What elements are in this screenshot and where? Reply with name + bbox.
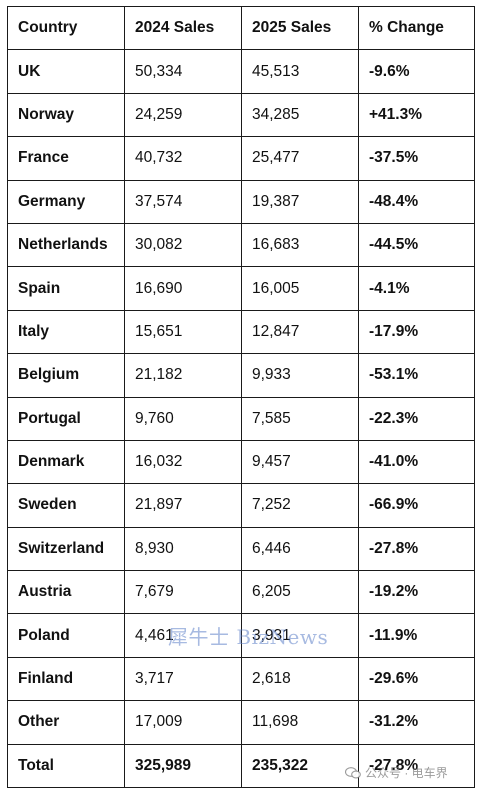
table-row: Other 17,009 11,698 -31.2% (7, 700, 475, 745)
cell-2024-sales: 4,461 (124, 613, 242, 658)
cell-percent-change: -9.6% (358, 49, 475, 94)
cell-2024-sales: 7,679 (124, 570, 242, 615)
cell-country: Austria (7, 570, 125, 615)
cell-2024-sales: 325,989 (124, 743, 242, 789)
cell-2024-sales: 8,930 (124, 526, 242, 572)
cell-2025-sales: 2,618 (241, 656, 359, 702)
table-row: Spain 16,690 16,005 -4.1% (7, 266, 475, 311)
table-row: Germany 37,574 19,387 -48.4% (7, 179, 475, 224)
cell-2025-sales: 6,205 (241, 570, 359, 615)
cell-percent-change: -19.2% (358, 570, 475, 615)
cell-country: Belgium (7, 353, 125, 398)
cell-2024-sales: 24,259 (124, 92, 242, 138)
cell-country: Sweden (7, 483, 125, 528)
cell-2025-sales: 235,322 (241, 743, 359, 789)
cell-country: Denmark (7, 439, 125, 485)
table-row: Finland 3,717 2,618 -29.6% (7, 656, 475, 702)
cell-country: Finland (7, 656, 125, 702)
header-row: Country 2024 Sales 2025 Sales % Change (7, 5, 475, 51)
sales-table: Country 2024 Sales 2025 Sales % Change U… (7, 5, 475, 789)
cell-country: UK (7, 49, 125, 94)
cell-2025-sales: 9,933 (241, 353, 359, 398)
header-2024-sales: 2024 Sales (124, 5, 242, 51)
cell-percent-change: -11.9% (358, 613, 475, 658)
cell-2025-sales: 11,698 (241, 700, 359, 745)
table-row: Sweden 21,897 7,252 -66.9% (7, 483, 475, 528)
cell-2025-sales: 45,513 (241, 49, 359, 94)
cell-percent-change: -17.9% (358, 309, 475, 355)
total-row: Total 325,989 235,322 -27.8% (7, 743, 475, 789)
cell-country: Italy (7, 309, 125, 355)
header-2025-sales: 2025 Sales (241, 5, 359, 51)
table-row: Norway 24,259 34,285 +41.3% (7, 92, 475, 138)
cell-2025-sales: 6,446 (241, 526, 359, 572)
cell-percent-change: -29.6% (358, 656, 475, 702)
cell-country: Netherlands (7, 222, 125, 268)
cell-2025-sales: 7,252 (241, 483, 359, 528)
table-row: Belgium 21,182 9,933 -53.1% (7, 353, 475, 398)
table-row: Poland 4,461 3,931 -11.9% (7, 613, 475, 658)
cell-country: Switzerland (7, 526, 125, 572)
cell-2024-sales: 16,032 (124, 439, 242, 485)
cell-2025-sales: 9,457 (241, 439, 359, 485)
cell-2025-sales: 34,285 (241, 92, 359, 138)
cell-2024-sales: 3,717 (124, 656, 242, 702)
cell-percent-change: -27.8% (358, 743, 475, 789)
cell-2024-sales: 37,574 (124, 179, 242, 224)
cell-2024-sales: 50,334 (124, 49, 242, 94)
cell-percent-change: -22.3% (358, 396, 475, 441)
header-country: Country (7, 5, 125, 51)
cell-2024-sales: 30,082 (124, 222, 242, 268)
cell-2024-sales: 21,182 (124, 353, 242, 398)
cell-2025-sales: 16,683 (241, 222, 359, 268)
cell-percent-change: -37.5% (358, 136, 475, 181)
cell-2025-sales: 3,931 (241, 613, 359, 658)
cell-percent-change: -48.4% (358, 179, 475, 224)
cell-country: Other (7, 700, 125, 745)
table-row: Italy 15,651 12,847 -17.9% (7, 309, 475, 355)
cell-2024-sales: 40,732 (124, 136, 242, 181)
cell-2024-sales: 15,651 (124, 309, 242, 355)
cell-percent-change: -4.1% (358, 266, 475, 311)
cell-2025-sales: 25,477 (241, 136, 359, 181)
cell-country: France (7, 136, 125, 181)
table-row: Austria 7,679 6,205 -19.2% (7, 570, 475, 615)
cell-2025-sales: 12,847 (241, 309, 359, 355)
table-row: France 40,732 25,477 -37.5% (7, 136, 475, 181)
cell-2025-sales: 19,387 (241, 179, 359, 224)
cell-2024-sales: 17,009 (124, 700, 242, 745)
cell-percent-change: -27.8% (358, 526, 475, 572)
cell-percent-change: -53.1% (358, 353, 475, 398)
header-percent-change: % Change (358, 5, 475, 51)
table-row: Switzerland 8,930 6,446 -27.8% (7, 526, 475, 572)
cell-percent-change: -44.5% (358, 222, 475, 268)
cell-country: Portugal (7, 396, 125, 441)
cell-percent-change: -66.9% (358, 483, 475, 528)
table-row: Denmark 16,032 9,457 -41.0% (7, 439, 475, 485)
cell-2025-sales: 7,585 (241, 396, 359, 441)
cell-country: Norway (7, 92, 125, 138)
cell-country: Germany (7, 179, 125, 224)
table-row: Portugal 9,760 7,585 -22.3% (7, 396, 475, 441)
cell-2024-sales: 16,690 (124, 266, 242, 311)
cell-country: Total (7, 743, 125, 789)
cell-2024-sales: 9,760 (124, 396, 242, 441)
table-row: UK 50,334 45,513 -9.6% (7, 49, 475, 94)
table-row: Netherlands 30,082 16,683 -44.5% (7, 222, 475, 268)
cell-country: Spain (7, 266, 125, 311)
cell-percent-change: +41.3% (358, 92, 475, 138)
cell-percent-change: -31.2% (358, 700, 475, 745)
cell-country: Poland (7, 613, 125, 658)
cell-2024-sales: 21,897 (124, 483, 242, 528)
cell-percent-change: -41.0% (358, 439, 475, 485)
cell-2025-sales: 16,005 (241, 266, 359, 311)
